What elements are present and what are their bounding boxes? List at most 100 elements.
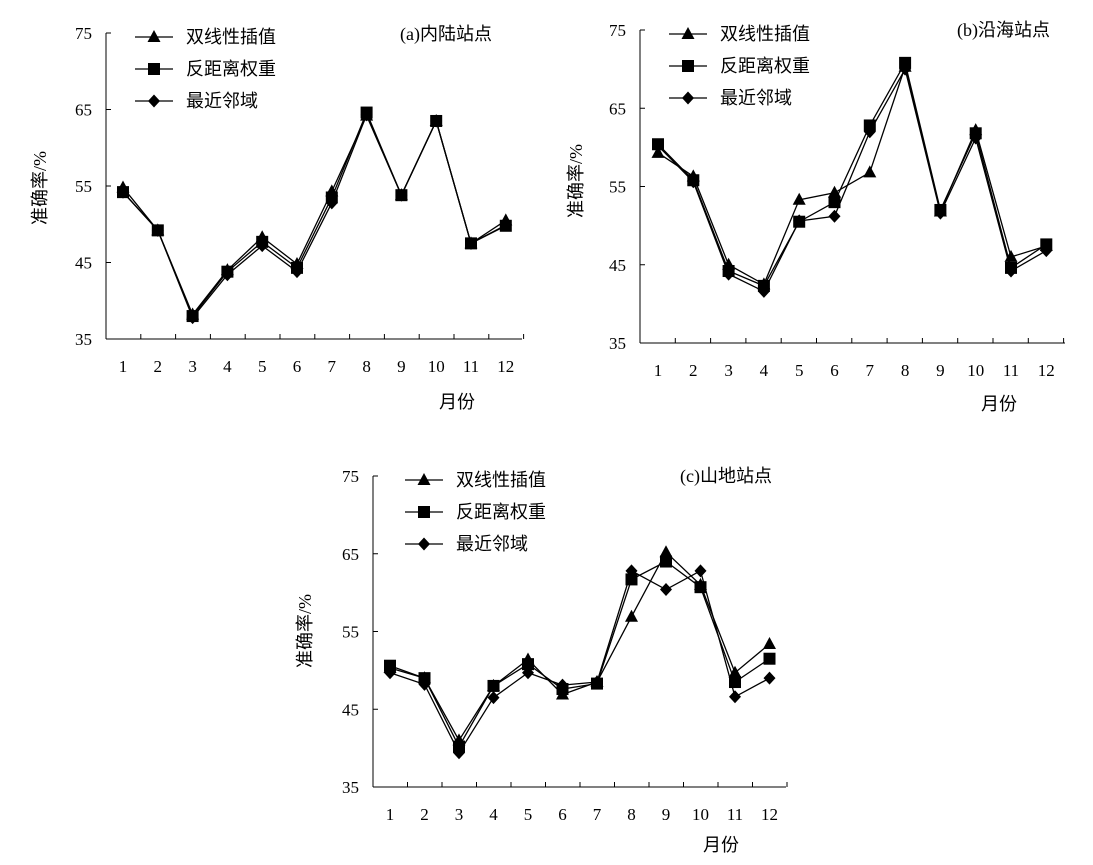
legend-diamond-marker (682, 91, 694, 105)
diamond-marker (487, 691, 500, 705)
x-tick-label: 7 (866, 361, 875, 380)
series-line (657, 67, 1047, 293)
legend-label: 双线性插值 (186, 27, 276, 47)
legend-label: 反距离权重 (456, 502, 546, 522)
x-tick-label: 9 (397, 357, 406, 376)
x-tick-label: 10 (692, 805, 709, 824)
x-tick-label: 6 (293, 357, 302, 376)
legend-diamond-marker (418, 537, 430, 551)
y-tick-label: 55 (75, 177, 92, 196)
legend-triangle-marker (147, 30, 161, 42)
diamond-marker (729, 690, 741, 704)
y-tick-label: 65 (609, 99, 626, 118)
chart-title: (c)山地站点 (680, 466, 772, 487)
diamond-marker (117, 185, 129, 199)
x-axis-label: 月份 (703, 835, 739, 855)
diamond-marker (465, 236, 477, 250)
diamond-marker (722, 267, 735, 281)
x-tick-label: 9 (662, 805, 671, 824)
diamond-marker (151, 223, 164, 237)
x-tick-label: 9 (936, 361, 945, 380)
y-tick-label: 35 (75, 330, 92, 349)
triangle-marker (792, 192, 806, 205)
diamond-marker (256, 239, 269, 253)
x-tick-label: 3 (724, 361, 733, 380)
diamond-marker (453, 746, 465, 760)
y-tick-label: 45 (75, 254, 92, 273)
diamond-marker (556, 678, 569, 692)
x-tick-label: 10 (967, 361, 984, 380)
chart-title: (a)内陆站点 (400, 24, 492, 45)
square-marker (522, 658, 534, 671)
series-line (389, 569, 770, 755)
x-tick-label: 8 (901, 361, 910, 380)
y-axis-label: 准确率/% (566, 144, 586, 218)
x-tick-label: 12 (1038, 361, 1055, 380)
x-tick-label: 1 (654, 361, 663, 380)
x-tick-label: 4 (489, 805, 498, 824)
triangle-marker (659, 545, 673, 558)
legend-diamond-marker (148, 94, 160, 108)
diamond-marker (687, 175, 700, 189)
diamond-marker (499, 218, 512, 232)
series-line (122, 113, 507, 319)
triangle-marker (763, 636, 776, 649)
y-tick-label: 35 (609, 334, 626, 353)
square-marker (763, 652, 776, 665)
x-tick-label: 10 (428, 357, 445, 376)
diamond-marker (763, 671, 776, 685)
legend-triangle-marker (681, 27, 695, 39)
y-tick-label: 45 (342, 700, 359, 719)
series-line (657, 64, 1047, 286)
legend-triangle-marker (417, 473, 431, 485)
diamond-marker (934, 206, 947, 220)
y-tick-label: 65 (75, 101, 92, 120)
x-tick-label: 3 (188, 357, 197, 376)
diamond-marker (591, 675, 603, 689)
x-tick-label: 5 (795, 361, 804, 380)
legend-label: 反距离权重 (720, 56, 810, 76)
diamond-marker (694, 564, 707, 578)
triangle-marker (625, 609, 638, 622)
x-tick-label: 1 (119, 357, 128, 376)
y-tick-label: 75 (75, 24, 92, 43)
x-tick-label: 5 (524, 805, 533, 824)
diamond-marker (1040, 244, 1053, 258)
square-marker (660, 555, 672, 568)
diamond-marker (325, 196, 338, 210)
legend-label: 反距离权重 (186, 59, 276, 79)
y-tick-label: 45 (609, 256, 626, 275)
x-tick-label: 11 (727, 805, 743, 824)
legend-label: 双线性插值 (456, 470, 546, 490)
legend-square-marker (148, 63, 160, 75)
diamond-marker (757, 284, 770, 298)
y-axis-label: 准确率/% (30, 151, 50, 225)
x-tick-label: 11 (463, 357, 479, 376)
x-tick-label: 5 (258, 357, 267, 376)
y-axis-label: 准确率/% (295, 594, 315, 668)
triangle-marker (728, 665, 742, 678)
diamond-marker (652, 139, 664, 153)
x-tick-label: 2 (420, 805, 429, 824)
diamond-marker (186, 311, 199, 325)
x-tick-label: 12 (761, 805, 778, 824)
x-tick-label: 4 (223, 357, 232, 376)
diamond-marker (360, 108, 373, 122)
chart-title: (b)沿海站点 (957, 20, 1050, 41)
legend-square-marker (418, 506, 430, 518)
x-tick-label: 7 (328, 357, 337, 376)
x-tick-label: 11 (1003, 361, 1019, 380)
diamond-marker (660, 583, 672, 597)
y-tick-label: 75 (342, 467, 359, 486)
x-tick-label: 1 (386, 805, 395, 824)
legend-label: 最近邻域 (186, 91, 258, 111)
diamond-marker (395, 188, 408, 202)
diamond-marker (793, 214, 806, 228)
legend-label: 最近邻域 (456, 534, 528, 554)
square-marker (384, 659, 396, 672)
x-tick-label: 12 (497, 357, 514, 376)
x-tick-label: 8 (362, 357, 371, 376)
triangle-marker (863, 165, 877, 178)
diamond-marker (1005, 264, 1017, 278)
